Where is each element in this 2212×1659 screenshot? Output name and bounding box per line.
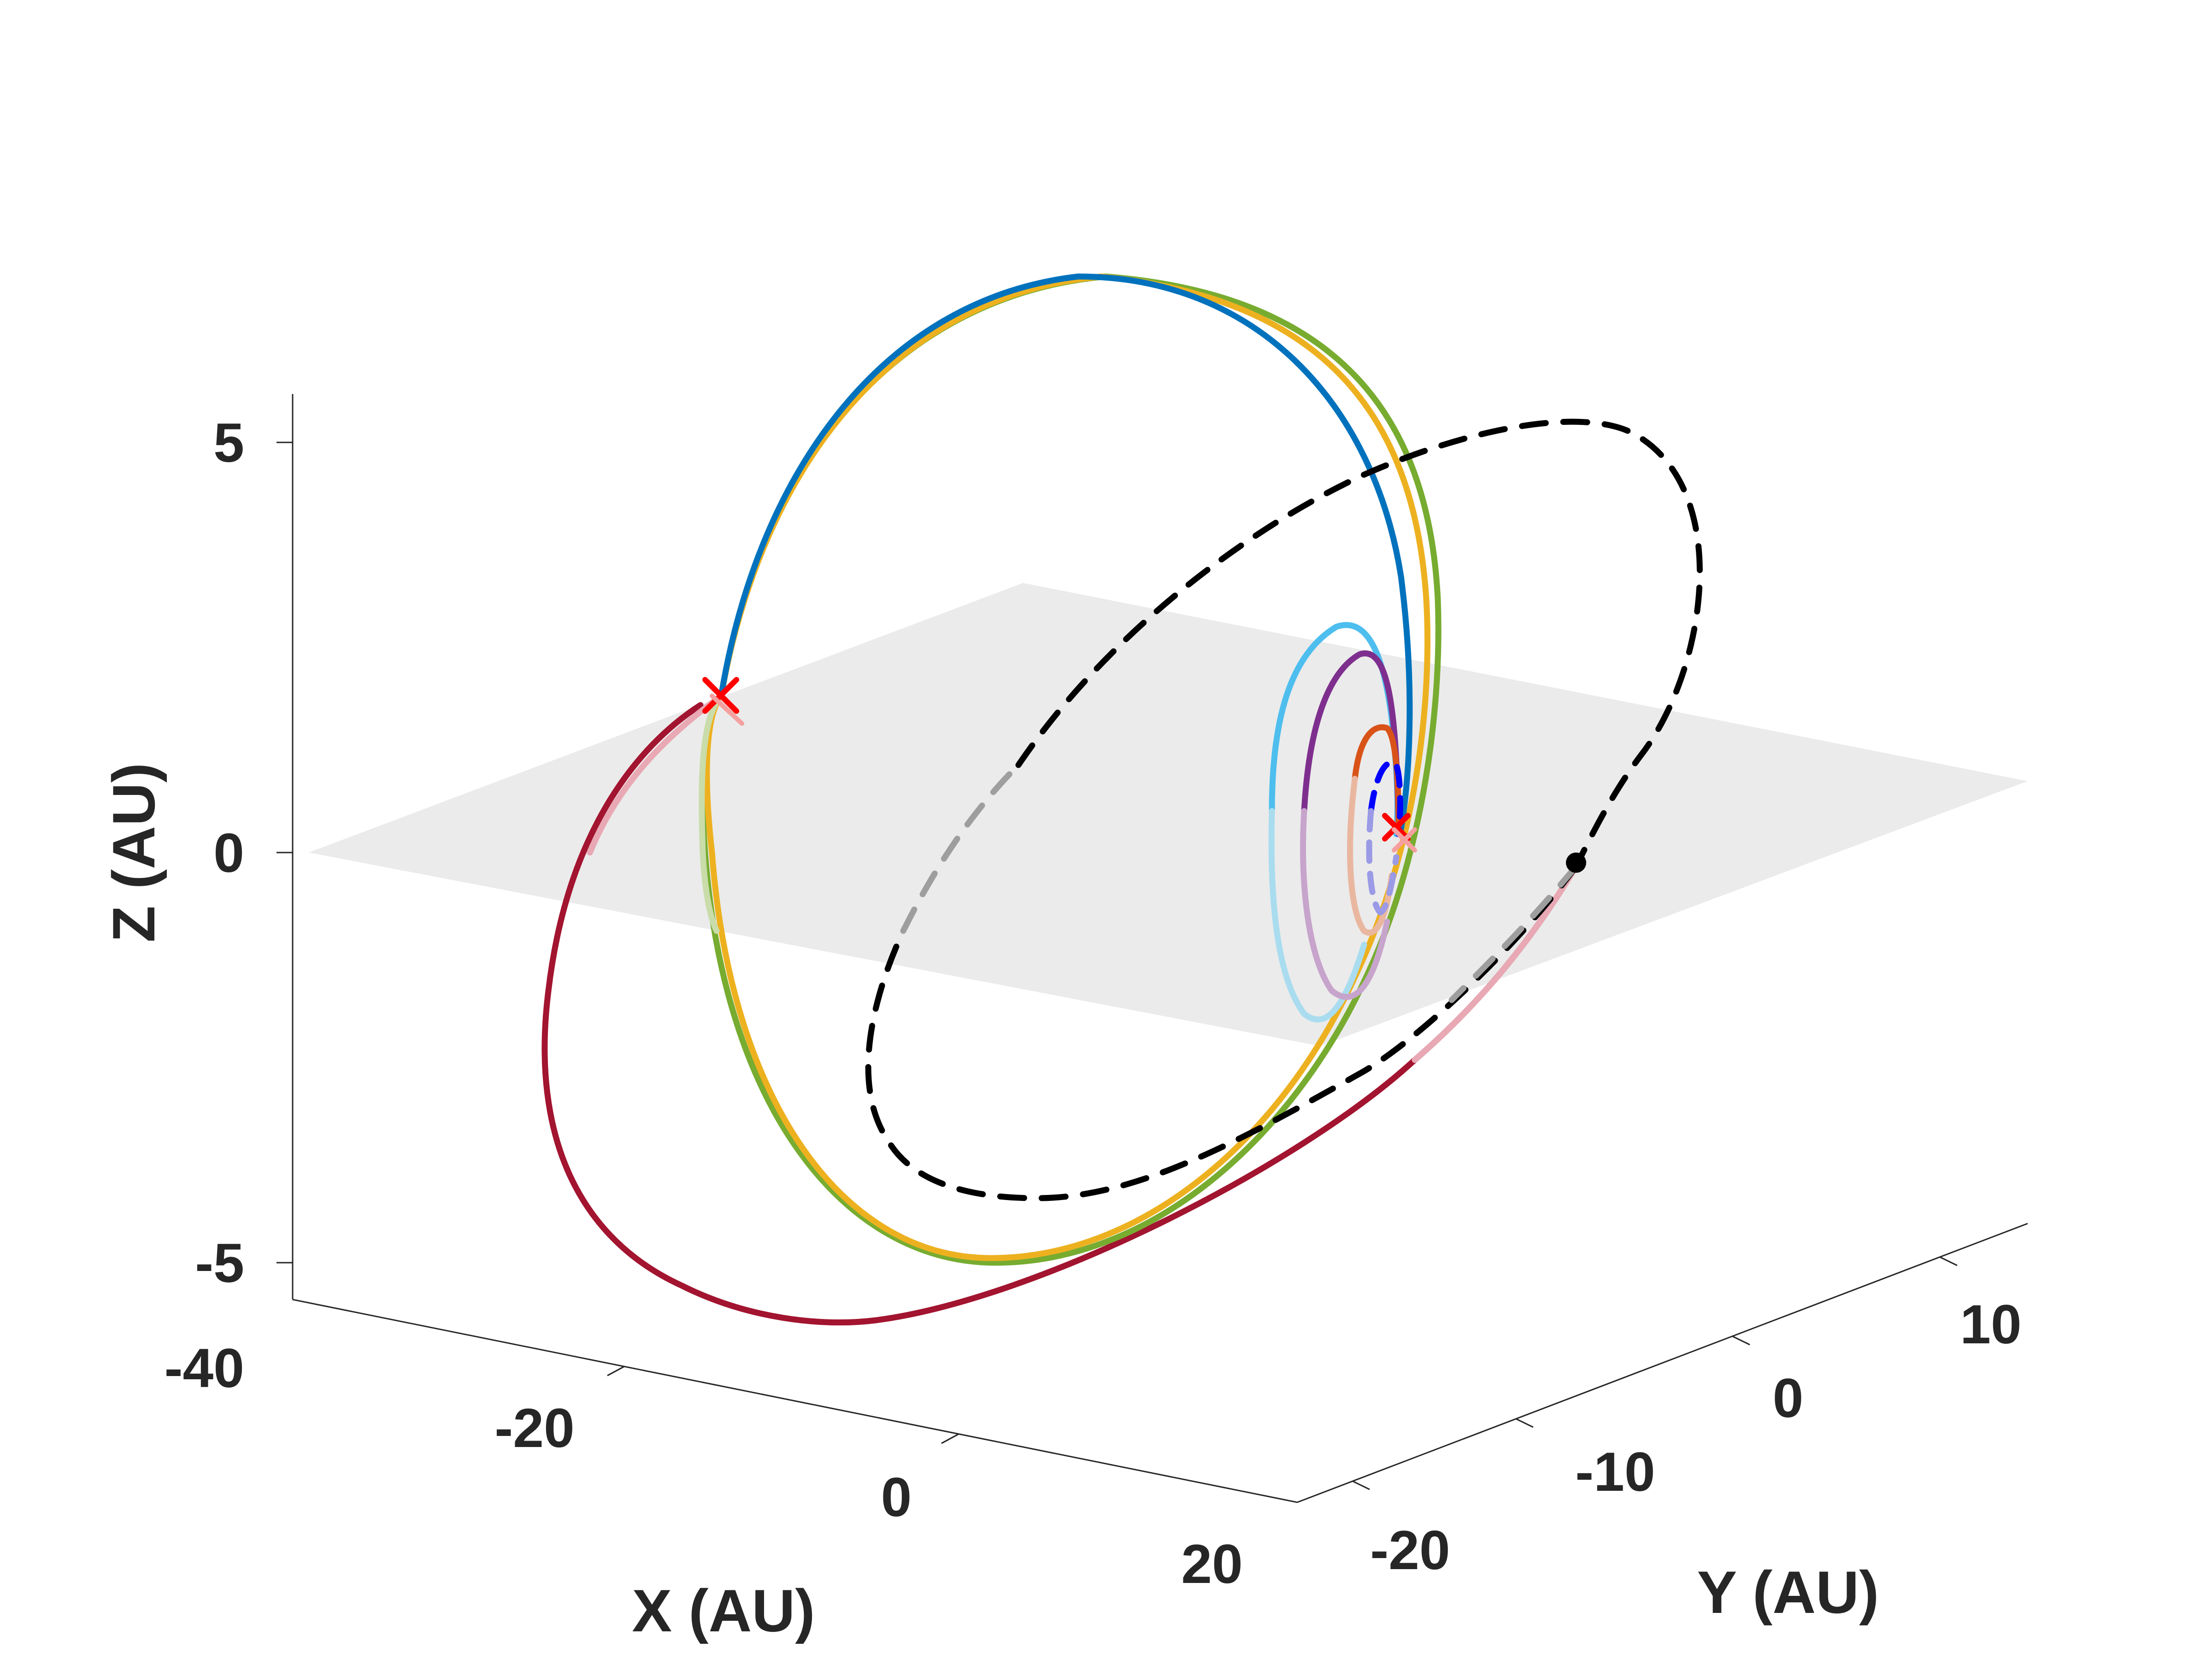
dot-marker — [1566, 853, 1586, 873]
x-tick-label: 0 — [881, 1466, 912, 1528]
y-tick-label: 10 — [1960, 1294, 2021, 1355]
reference-plane — [309, 583, 2028, 1046]
x-marker-faded — [710, 694, 744, 726]
series-line — [718, 273, 1413, 833]
x-tick-label: -20 — [494, 1397, 574, 1459]
series-line — [1368, 759, 1403, 837]
series-line — [1366, 808, 1400, 916]
x-marker — [702, 677, 739, 714]
y-tick-0 — [1732, 1335, 1750, 1346]
y-axis-line — [1297, 1223, 2028, 1503]
z-tick-label: 0 — [213, 822, 244, 884]
z-axis-title: Z (AU) — [100, 763, 167, 942]
series-line — [1300, 808, 1390, 1000]
x-axis-title: X (AU) — [632, 1577, 815, 1644]
series-line — [1352, 724, 1402, 833]
orbits — [541, 273, 1703, 1326]
y-axis-title: Y (AU) — [1697, 1559, 1879, 1626]
y-tick-label: 0 — [1773, 1367, 1804, 1429]
x-axis-line — [292, 1299, 1298, 1503]
series-line — [699, 693, 724, 934]
x-marker-faded — [1392, 827, 1417, 853]
axes — [276, 394, 2028, 1503]
x-tick-label: 20 — [1181, 1533, 1242, 1595]
markers — [702, 677, 1586, 873]
z-tick-label: -5 — [195, 1232, 244, 1294]
series-line — [865, 418, 1703, 1201]
y-tick-m10 — [1516, 1418, 1534, 1428]
x-tick-m20 — [607, 1365, 625, 1377]
series-line — [900, 762, 1579, 1003]
tick-labels: 5 0 -5 -40 -20 0 20 -20 -10 0 10 — [165, 412, 2022, 1595]
series-line — [1301, 650, 1402, 833]
y-tick-m20 — [1352, 1480, 1370, 1490]
z-tick-label: 5 — [213, 412, 244, 474]
y-tick-10 — [1940, 1256, 1958, 1266]
y-tick-label: -20 — [1370, 1519, 1450, 1581]
y-tick-label: -10 — [1575, 1441, 1655, 1503]
x-tick-label: -40 — [165, 1337, 244, 1399]
x-marker — [1382, 813, 1411, 841]
x-tick-0 — [941, 1433, 959, 1444]
